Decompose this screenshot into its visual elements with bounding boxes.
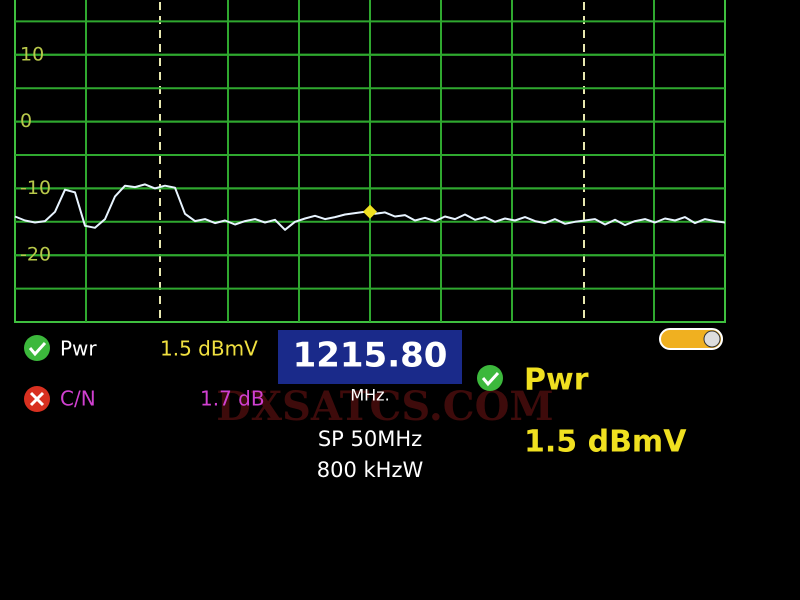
span: SP 50MHz (318, 427, 422, 451)
y-tick-label: 0 (20, 110, 32, 132)
big-power-value: 1.5 dBmV (524, 425, 687, 460)
frequency: 1215.80 (293, 336, 448, 376)
watermark: DXSATCS.COM (216, 383, 553, 430)
power-label: Pwr (60, 337, 97, 361)
big-power-label: Pwr (524, 363, 589, 398)
spectrum-plot: 20100-10-20 (14, 0, 726, 323)
ok-icon (477, 365, 503, 391)
lnb-icon-cap (703, 330, 721, 348)
ok-icon-check (481, 371, 500, 387)
bandwidth: 800 kHzW (317, 458, 424, 482)
power-value: 1.5 dBmV (160, 337, 258, 361)
fail-icon-cross (29, 391, 45, 407)
y-tick-label: -20 (20, 244, 51, 266)
y-tick-label: -10 (20, 177, 51, 199)
frequency-box (278, 330, 462, 384)
ok-icon (24, 335, 50, 361)
frequency-unit: MHz. (350, 386, 389, 405)
center-marker (363, 204, 377, 219)
y-tick-label: 10 (20, 43, 44, 65)
ok-icon-check (28, 341, 47, 357)
cn-value: 1.7 dB (200, 387, 265, 411)
cn-label: C/N (60, 387, 96, 411)
